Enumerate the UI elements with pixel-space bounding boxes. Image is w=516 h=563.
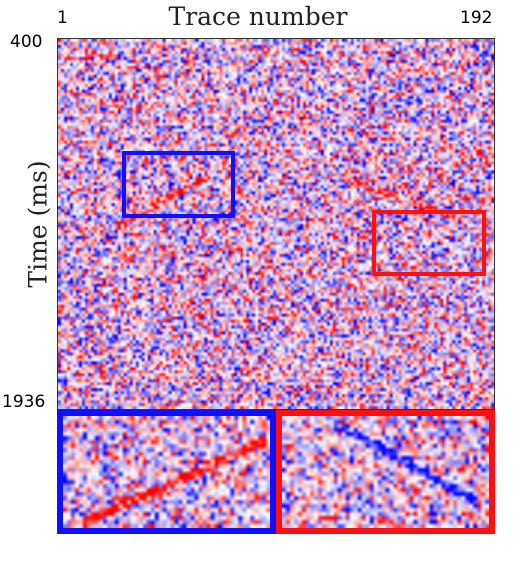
seismic-gather-image <box>57 38 495 410</box>
seismic-gather-canvas <box>58 39 494 409</box>
trace-first-label: 1 <box>57 8 68 28</box>
blue-highlight-box <box>122 151 235 218</box>
y-axis-label: Time (ms) <box>23 160 53 288</box>
time-start-label: 400 <box>10 32 43 52</box>
time-end-label: 1936 <box>2 392 46 412</box>
red-zoom-panel <box>276 410 495 534</box>
blue-zoom-panel <box>57 410 276 534</box>
blue-zoom-canvas <box>63 416 270 528</box>
trace-last-label: 192 <box>460 8 493 28</box>
red-highlight-box <box>372 210 486 276</box>
red-zoom-canvas <box>282 416 489 528</box>
x-axis-title: Trace number <box>168 2 348 31</box>
